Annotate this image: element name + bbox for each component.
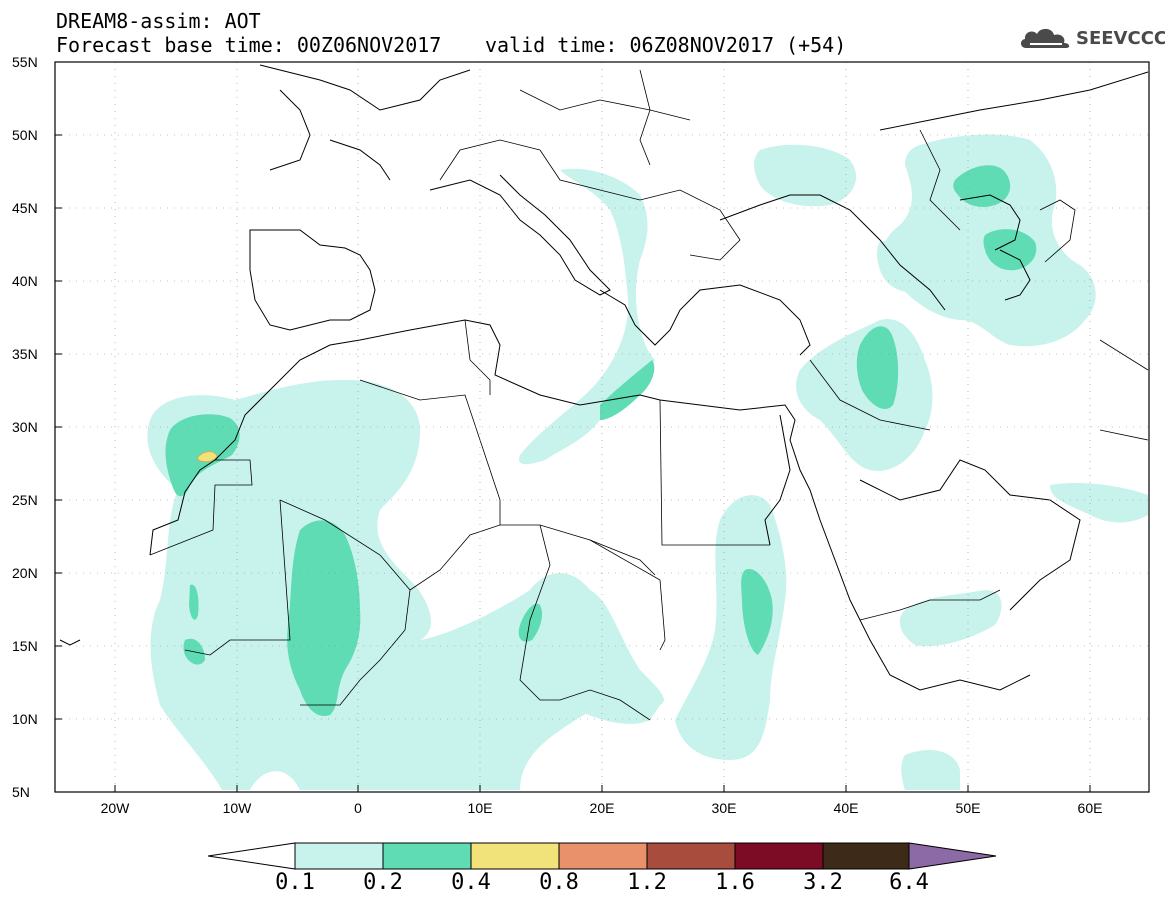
lat-label: 55N — [12, 54, 38, 70]
lon-label: 0 — [354, 800, 362, 816]
colorbar — [207, 842, 997, 870]
colorbar-box-1 — [294, 842, 384, 870]
colorbar-label: 0.1 — [275, 870, 315, 895]
lat-label: 20N — [12, 565, 38, 581]
colorbar-box-2 — [382, 842, 472, 870]
seevccc-logo: SEEVCCC — [1018, 24, 1165, 56]
lat-label: 45N — [12, 200, 38, 216]
colorbar-label: 6.4 — [889, 870, 929, 895]
colorbar-box-6 — [734, 842, 824, 870]
chart-title: DREAM8-assim: AOT — [56, 9, 261, 33]
lon-label: 20W — [100, 800, 130, 816]
lat-label: 25N — [12, 492, 38, 508]
lon-label: 30E — [711, 800, 737, 816]
lon-label: 60E — [1077, 800, 1103, 816]
colorbar-high-arrow — [908, 842, 997, 870]
colorbar-box-5 — [646, 842, 736, 870]
colorbar-label: 1.2 — [627, 870, 667, 895]
aot-shading-mid — [165, 165, 1037, 716]
cloud-icon — [1020, 28, 1070, 48]
colorbar-label: 3.2 — [803, 870, 843, 895]
colorbar-label: 0.8 — [539, 870, 579, 895]
forecast-base-time: Forecast base time: 00Z06NOV2017 — [56, 33, 442, 57]
lat-label: 50N — [12, 127, 38, 143]
colorbar-box-4 — [558, 842, 648, 870]
lat-label: 30N — [12, 419, 38, 435]
logo-text: SEEVCCC — [1076, 28, 1165, 49]
lon-label: 40E — [833, 800, 859, 816]
colorbar-low-arrow — [207, 842, 296, 870]
lon-label: 10W — [222, 800, 252, 816]
borders — [149, 69, 1149, 721]
colorbar-box-7 — [822, 842, 910, 870]
colorbar-label: 0.4 — [451, 870, 491, 895]
lat-label: 40N — [12, 273, 38, 289]
coastlines — [59, 64, 1149, 691]
lon-label: 20E — [589, 800, 615, 816]
lat-label: 15N — [12, 638, 38, 654]
lon-label: 50E — [955, 800, 981, 816]
lon-label: 10E — [467, 800, 493, 816]
colorbar-label: 1.6 — [715, 870, 755, 895]
aot-shading-high — [197, 451, 218, 463]
lat-label: 10N — [12, 711, 38, 727]
graticule — [55, 62, 1149, 792]
lat-label: 35N — [12, 346, 38, 362]
valid-time: valid time: 06Z08NOV2017 (+54) — [485, 33, 847, 57]
axis-ticks — [55, 61, 1091, 793]
lat-label: 5N — [12, 784, 30, 800]
colorbar-label: 0.2 — [363, 870, 403, 895]
colorbar-box-3 — [470, 842, 560, 870]
